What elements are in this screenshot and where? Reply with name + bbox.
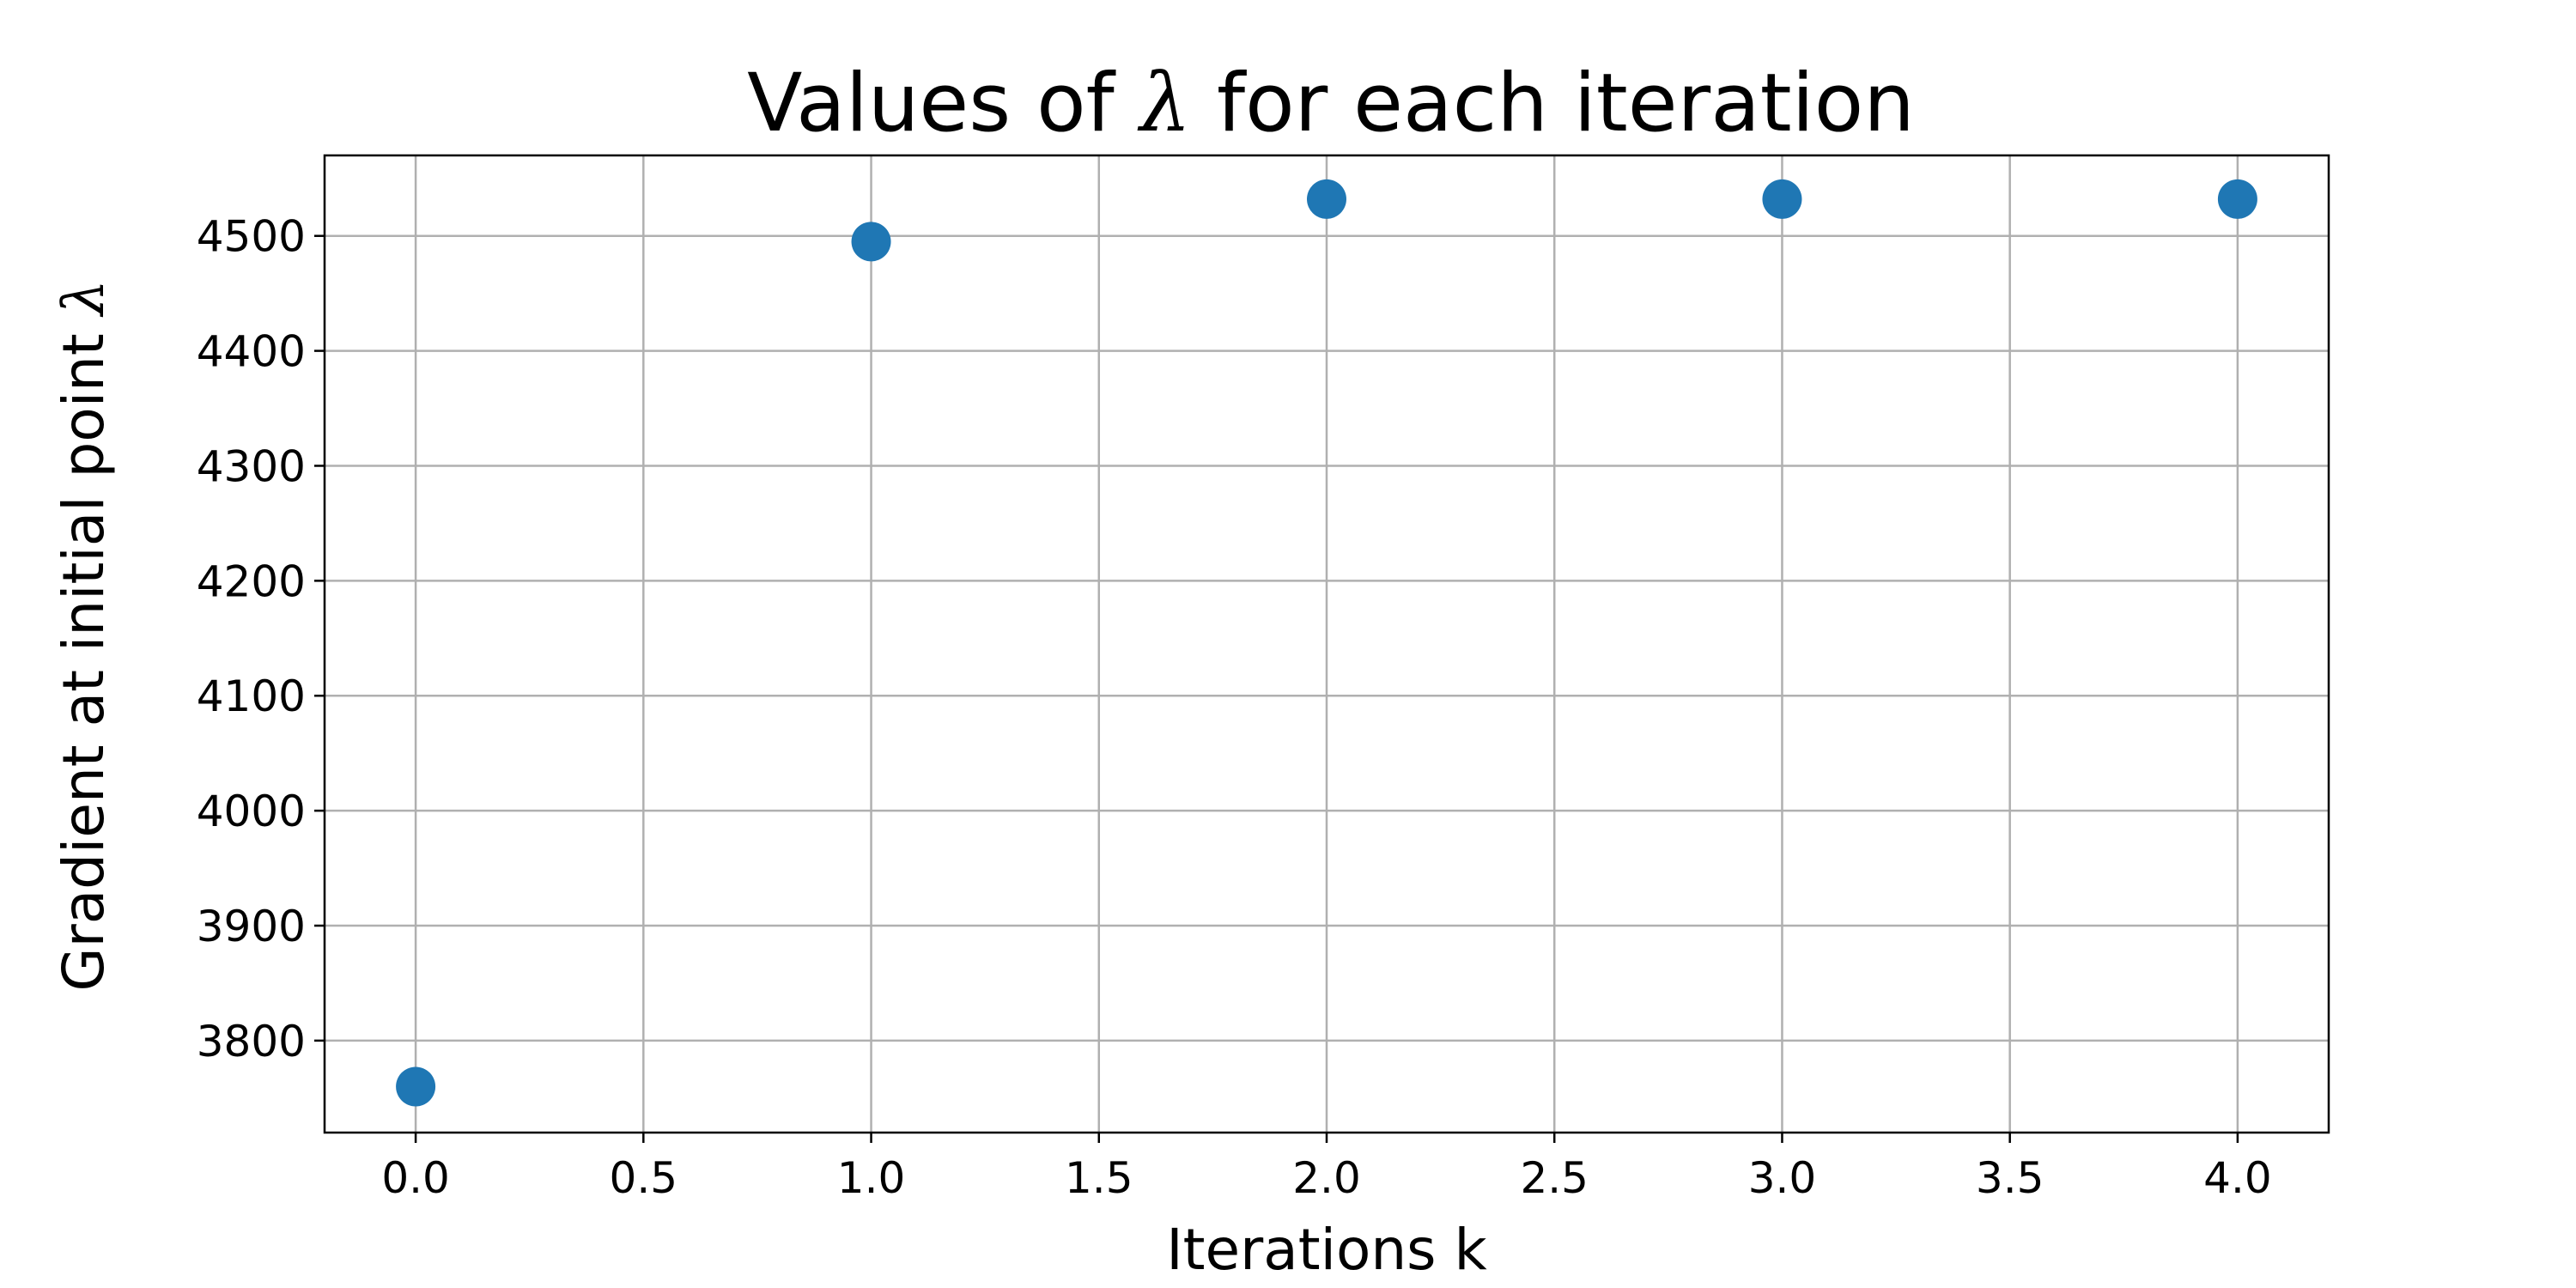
y-tick-label: 4300	[197, 441, 306, 491]
data-point	[1762, 179, 1802, 219]
y-tick-label: 4200	[197, 556, 306, 606]
x-tick-label: 0.0	[381, 1153, 450, 1203]
x-tick-label: 1.5	[1065, 1153, 1133, 1203]
y-tick-label: 4100	[197, 671, 306, 721]
chart-title-suffix: for each iteration	[1191, 57, 1915, 150]
data-point	[851, 222, 891, 262]
y-axis-title-symbol: λ	[51, 279, 117, 318]
y-tick-label: 4500	[197, 212, 306, 262]
y-tick-label: 4400	[197, 327, 306, 377]
data-point	[2217, 179, 2257, 219]
chart-title-prefix: Values of	[747, 57, 1139, 150]
y-tick-label: 3900	[197, 902, 306, 951]
y-axis-ticks: 3800 3900 4000 4100 4200 4300 4400 4500	[197, 212, 325, 1066]
x-axis-ticks: 0.0 0.5 1.0 1.5 2.0 2.5 3.0 3.5 4.0	[381, 1133, 2272, 1203]
x-tick-label: 2.0	[1292, 1153, 1361, 1203]
data-points	[396, 179, 2257, 1107]
y-tick-label: 3800	[197, 1017, 306, 1066]
x-tick-label: 4.0	[2203, 1153, 2272, 1203]
x-tick-label: 2.5	[1520, 1153, 1589, 1203]
chart-title-symbol: λ	[1137, 57, 1192, 150]
y-axis-title-prefix: Gradient at initial point	[51, 315, 117, 991]
x-tick-label: 3.5	[1976, 1153, 2044, 1203]
grid-lines	[325, 155, 2329, 1133]
y-tick-label: 4000	[197, 787, 306, 836]
x-tick-label: 3.0	[1748, 1153, 1817, 1203]
x-tick-label: 0.5	[610, 1153, 678, 1203]
chart-title: Values of λ for each iteration	[747, 57, 1915, 150]
y-axis-title: Gradient at initial point λ	[51, 279, 117, 991]
data-point	[396, 1066, 436, 1107]
data-point	[1307, 179, 1346, 219]
x-axis-title: Iterations k	[1166, 1217, 1487, 1283]
x-tick-label: 1.0	[837, 1153, 906, 1203]
